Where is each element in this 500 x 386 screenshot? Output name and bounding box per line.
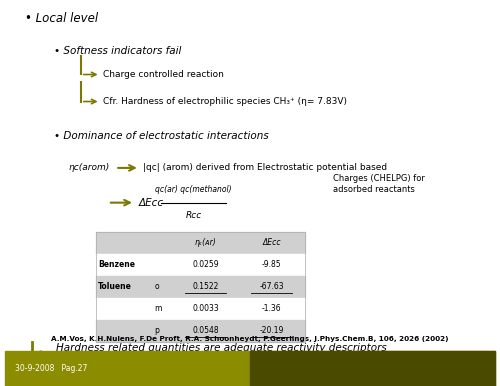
Text: -1.36: -1.36 xyxy=(262,304,281,313)
Text: 0.0259: 0.0259 xyxy=(192,260,219,269)
Text: • Softness indicators fail: • Softness indicators fail xyxy=(54,46,182,56)
Bar xyxy=(96,298,305,320)
Text: -20.19: -20.19 xyxy=(260,326,284,335)
Text: m: m xyxy=(154,304,162,313)
Text: A.M.Vos, K.H.Nulens, F.De Proft, R.A. Schoonheydt, P.Geerlings, J.Phys.Chem.B, 1: A.M.Vos, K.H.Nulens, F.De Proft, R.A. Sc… xyxy=(52,335,449,342)
Text: Toluene: Toluene xyxy=(98,282,132,291)
Bar xyxy=(96,232,305,254)
Text: Cfr. Hardness of electrophilic species CH₃⁺ (η= 7.83V): Cfr. Hardness of electrophilic species C… xyxy=(103,97,347,106)
Text: Charges (CHELPG) for
adsorbed reactants: Charges (CHELPG) for adsorbed reactants xyxy=(334,174,425,195)
Bar xyxy=(96,320,305,342)
Text: 0.0033: 0.0033 xyxy=(192,304,219,313)
Bar xyxy=(96,254,305,276)
Text: |qᴄ| (arom) derived from Electrostatic potential based: |qᴄ| (arom) derived from Electrostatic p… xyxy=(143,163,388,173)
Text: 0.1522: 0.1522 xyxy=(192,282,219,291)
Text: • Dominance of electrostatic interactions: • Dominance of electrostatic interaction… xyxy=(54,131,269,141)
Text: Benzene: Benzene xyxy=(98,260,135,269)
Text: • Local level: • Local level xyxy=(24,12,98,25)
Text: Charge controlled reaction: Charge controlled reaction xyxy=(103,70,224,79)
Text: 0.0548: 0.0548 xyxy=(192,326,219,335)
Text: 30-9-2008   Pag.27: 30-9-2008 Pag.27 xyxy=(15,364,87,373)
Text: p: p xyxy=(154,326,160,335)
Bar xyxy=(5,351,495,386)
Text: o: o xyxy=(154,282,159,291)
Text: qᴄ(ar) qᴄ(methanol): qᴄ(ar) qᴄ(methanol) xyxy=(156,185,232,194)
Text: Hardness related quantities are adequate reactivity descriptors
for these reacti: Hardness related quantities are adequate… xyxy=(56,343,387,367)
Text: ηᴄ(arom): ηᴄ(arom) xyxy=(68,163,110,173)
Text: -67.63: -67.63 xyxy=(260,282,284,291)
Text: Rᴄᴄ: Rᴄᴄ xyxy=(186,211,202,220)
Bar xyxy=(96,276,305,298)
Text: ηₖ(ᴀr): ηₖ(ᴀr) xyxy=(195,238,216,247)
Text: ΔEᴄᴄ  –: ΔEᴄᴄ – xyxy=(138,198,175,208)
Text: -9.85: -9.85 xyxy=(262,260,281,269)
Bar xyxy=(250,351,495,386)
Text: ΔEᴄᴄ: ΔEᴄᴄ xyxy=(262,238,281,247)
